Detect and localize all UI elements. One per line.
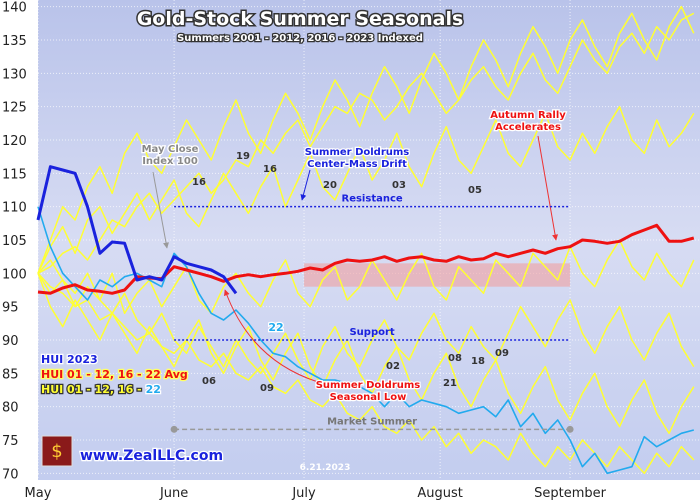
band <box>304 263 571 287</box>
year-label: 19 <box>236 151 250 162</box>
annotation: Autumn Rally <box>490 110 566 121</box>
y-tick-label: 120 <box>2 134 27 149</box>
background-line <box>37 105 695 274</box>
chart-subtitle: Summers 2001 - 2012, 2016 - 2023 Indexed <box>177 33 423 44</box>
series-line <box>36 165 238 295</box>
x-tick-label: September <box>534 486 607 500</box>
year-label: 08 <box>448 353 462 364</box>
y-tick-label: 115 <box>2 167 27 182</box>
year-label: 20 <box>323 180 337 191</box>
annotation: May Close <box>142 144 199 155</box>
legend-entry: HUI 2023 <box>41 353 98 366</box>
year-label: 02 <box>386 361 400 372</box>
logo <box>41 435 73 467</box>
y-tick-label: 110 <box>2 201 27 216</box>
legend-entry: 22 <box>146 383 161 396</box>
year-label: 18 <box>471 356 485 367</box>
y-tick-label: 140 <box>2 1 27 16</box>
year-label: 03 <box>392 180 406 191</box>
overlay: $ <box>41 135 574 467</box>
level-label: Market Summer <box>327 416 417 427</box>
y-tick-label: 80 <box>2 401 19 416</box>
background-line <box>37 272 695 475</box>
y-tick-label: 135 <box>2 34 27 49</box>
x-tick-label: July <box>291 486 316 500</box>
year-label: 06 <box>202 376 216 387</box>
x-tick-label: May <box>25 486 52 500</box>
annotation: Summer Doldrums <box>316 380 421 391</box>
legend-entry: HUI 01 - 12, 16 - 22 Avg <box>41 368 188 381</box>
level-label: Support <box>349 327 394 338</box>
background-line <box>37 273 695 435</box>
arrow <box>537 135 559 241</box>
year-label: 09 <box>260 383 274 394</box>
background-line <box>37 239 695 315</box>
year-label: 16 <box>192 177 206 188</box>
chart-title: Gold-Stock Summer Seasonals <box>137 8 464 30</box>
annotation: Accelerates <box>495 122 561 133</box>
x-tick-label: June <box>159 486 188 500</box>
legend-entry: HUI 01 - 12, 16 - <box>41 383 142 396</box>
level-label: Resistance <box>342 194 403 205</box>
y-tick-label: 130 <box>2 67 27 82</box>
y-tick-label: 85 <box>2 367 19 382</box>
arrow <box>223 289 319 383</box>
annotation: Center-Mass Drift <box>307 159 407 170</box>
background-line <box>37 5 695 274</box>
y-tick-label: 125 <box>2 101 27 116</box>
site: www.ZealLLC.com <box>80 448 223 464</box>
background-line <box>37 12 695 274</box>
y-tick-label: 70 <box>2 467 19 482</box>
logo-icon: $ <box>51 441 62 462</box>
annotation: Summer Doldrums <box>305 147 410 158</box>
arrow <box>300 169 311 201</box>
x-tick-label: August <box>417 486 463 500</box>
y-tick-label: 90 <box>2 334 19 349</box>
y-tick-label: 105 <box>2 234 27 249</box>
series-label: 22 <box>268 321 283 334</box>
year-label: 16 <box>263 164 277 175</box>
year-label: 09 <box>495 348 509 359</box>
lines <box>36 5 695 475</box>
date: 6.21.2023 <box>300 463 351 473</box>
level-end <box>566 425 574 433</box>
y-tick-label: 95 <box>2 301 19 316</box>
year-label: 21 <box>443 378 457 389</box>
arrow <box>152 171 169 249</box>
year-label: 05 <box>468 185 482 196</box>
level-end <box>170 425 178 433</box>
y-tick-label: 100 <box>2 267 27 282</box>
annotation: Seasonal Low <box>330 392 407 403</box>
annotation: Index 100 <box>142 156 198 167</box>
y-tick-label: 75 <box>2 434 19 449</box>
labels: 70 75 80 85 90 95 100 105 110 115 120 125 130 135 140 M… <box>2 1 607 501</box>
